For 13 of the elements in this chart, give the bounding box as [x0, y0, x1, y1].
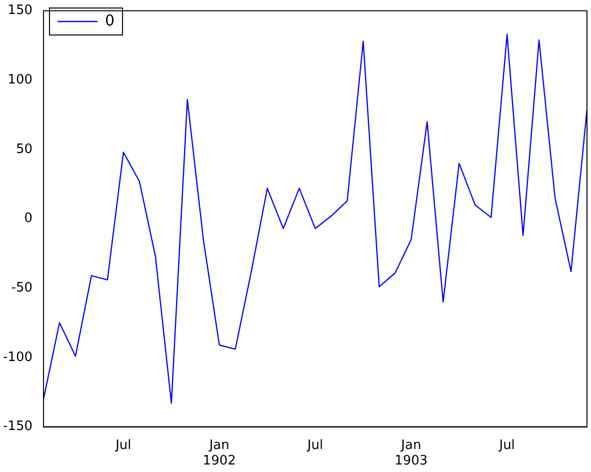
- y-tick-label: -100: [2, 350, 33, 365]
- y-tick-label: 50: [16, 142, 33, 157]
- legend-label: 0: [105, 11, 115, 30]
- y-tick-label: 0: [24, 211, 33, 226]
- y-tick-label: -50: [11, 280, 33, 296]
- y-tick-label: -150: [2, 419, 33, 434]
- x-tick-label: Jul: [498, 438, 515, 453]
- x-tick-label: Jul: [114, 438, 132, 453]
- x-tick-label: Jan 1902: [202, 438, 236, 469]
- y-tick-label: 150: [8, 3, 33, 18]
- y-tick-label: 100: [8, 72, 33, 88]
- x-tick-label: Jan 1903: [394, 438, 428, 469]
- x-tick-label: Jul: [306, 438, 324, 453]
